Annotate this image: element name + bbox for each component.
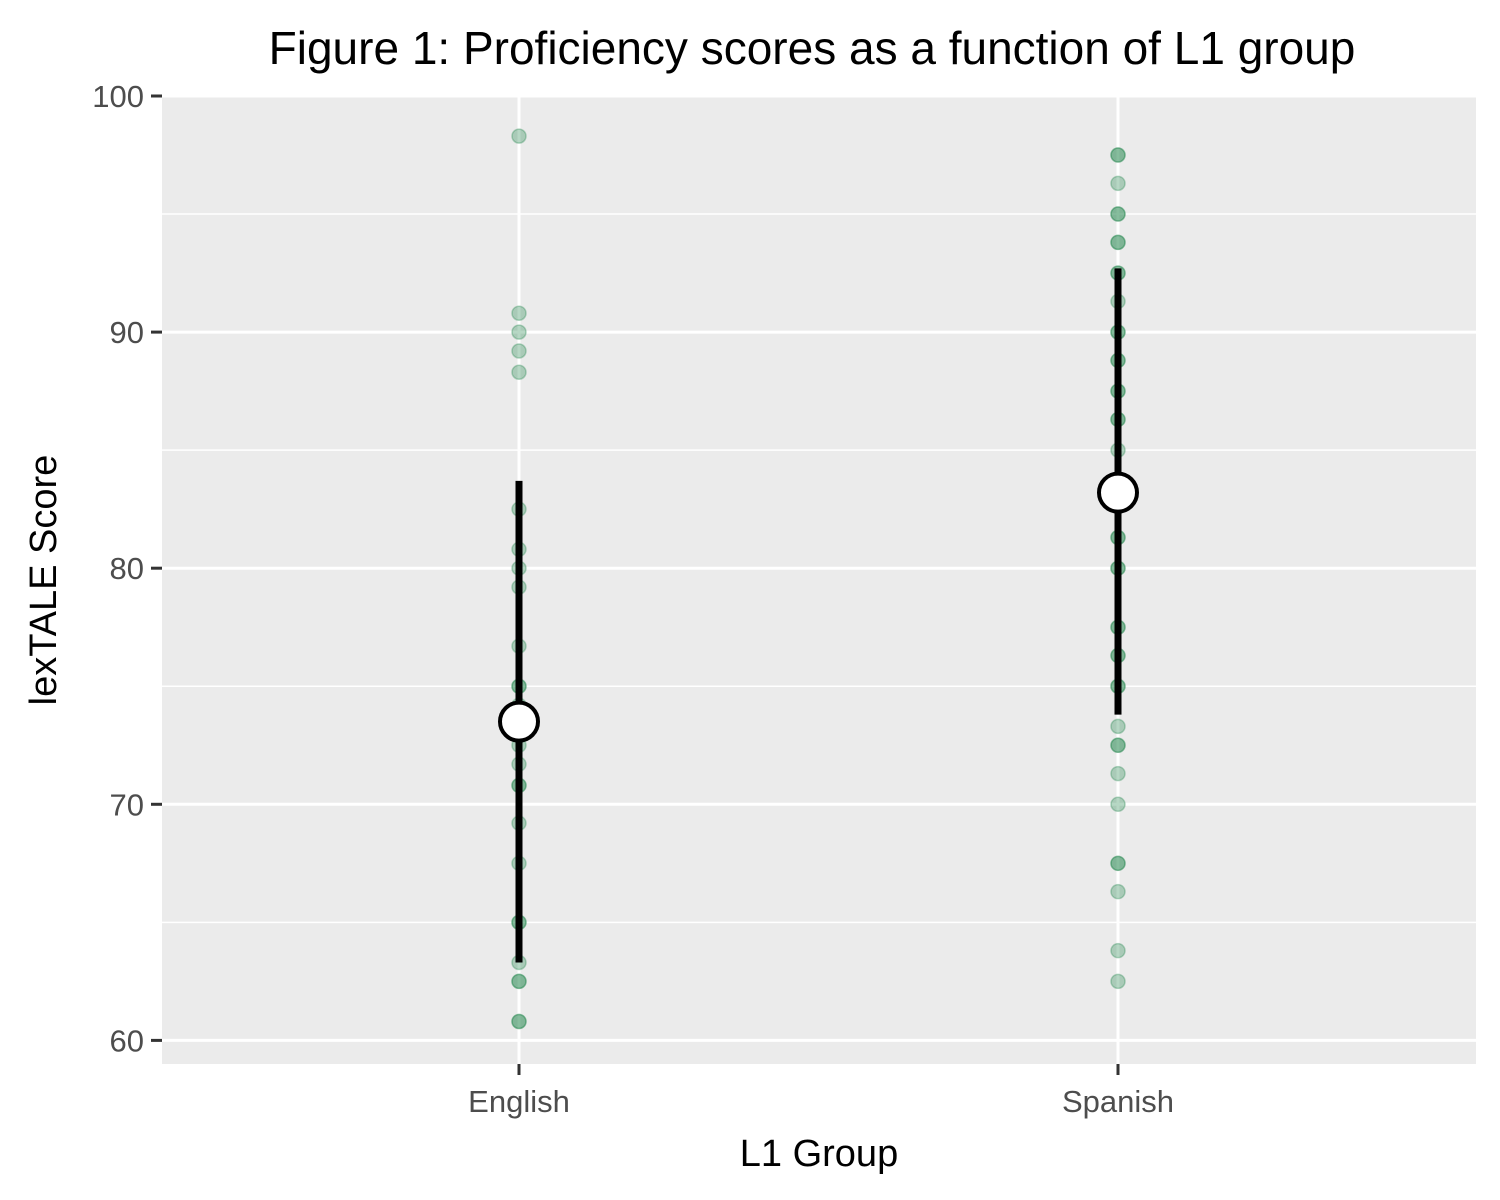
data-point: [511, 1013, 527, 1030]
y-tick-label: 100: [92, 79, 144, 114]
data-point: [1110, 737, 1126, 754]
data-point: [511, 343, 527, 359]
data-point: [511, 364, 527, 380]
y-tick-label: 80: [110, 551, 144, 586]
data-point: [1110, 206, 1126, 222]
data-point: [511, 1013, 527, 1030]
data-point: [1110, 855, 1126, 872]
data-point: [1110, 737, 1126, 754]
data-point: [511, 973, 527, 990]
axis-layer: 60 70 80 90 100 English Spanish: [92, 79, 1174, 1119]
data-point: [511, 305, 527, 321]
data-point: [1110, 175, 1126, 192]
x-axis-title: L1 Group: [740, 1133, 898, 1175]
data-point: [1110, 796, 1126, 813]
data-point: [1110, 206, 1126, 222]
mean-point: [1097, 471, 1139, 514]
y-tick-label: 90: [110, 315, 144, 350]
chart-title: Figure 1: Proficiency scores as a functi…: [269, 22, 1356, 74]
plot-panel: [162, 96, 1476, 1064]
data-point: [1110, 718, 1126, 735]
x-tick-label: English: [468, 1084, 570, 1119]
data-point: [1110, 855, 1126, 872]
data-point: [1110, 147, 1126, 163]
data-point: [1110, 883, 1126, 900]
y-tick-label: 60: [110, 1023, 144, 1058]
data-point: [1110, 234, 1126, 251]
data-point: [1110, 973, 1126, 990]
summary-layer: [498, 268, 1139, 963]
data-point: [1110, 765, 1126, 782]
data-point: [1110, 147, 1126, 163]
data-point: [511, 324, 527, 340]
data-point: [1110, 234, 1126, 251]
data-point: [511, 973, 527, 990]
y-tick-label: 70: [110, 787, 144, 822]
x-tick-label: Spanish: [1062, 1084, 1174, 1119]
data-point: [511, 128, 527, 144]
y-axis-title: lexTALE Score: [23, 455, 65, 706]
mean-point: [498, 700, 540, 743]
data-point: [1110, 942, 1126, 959]
